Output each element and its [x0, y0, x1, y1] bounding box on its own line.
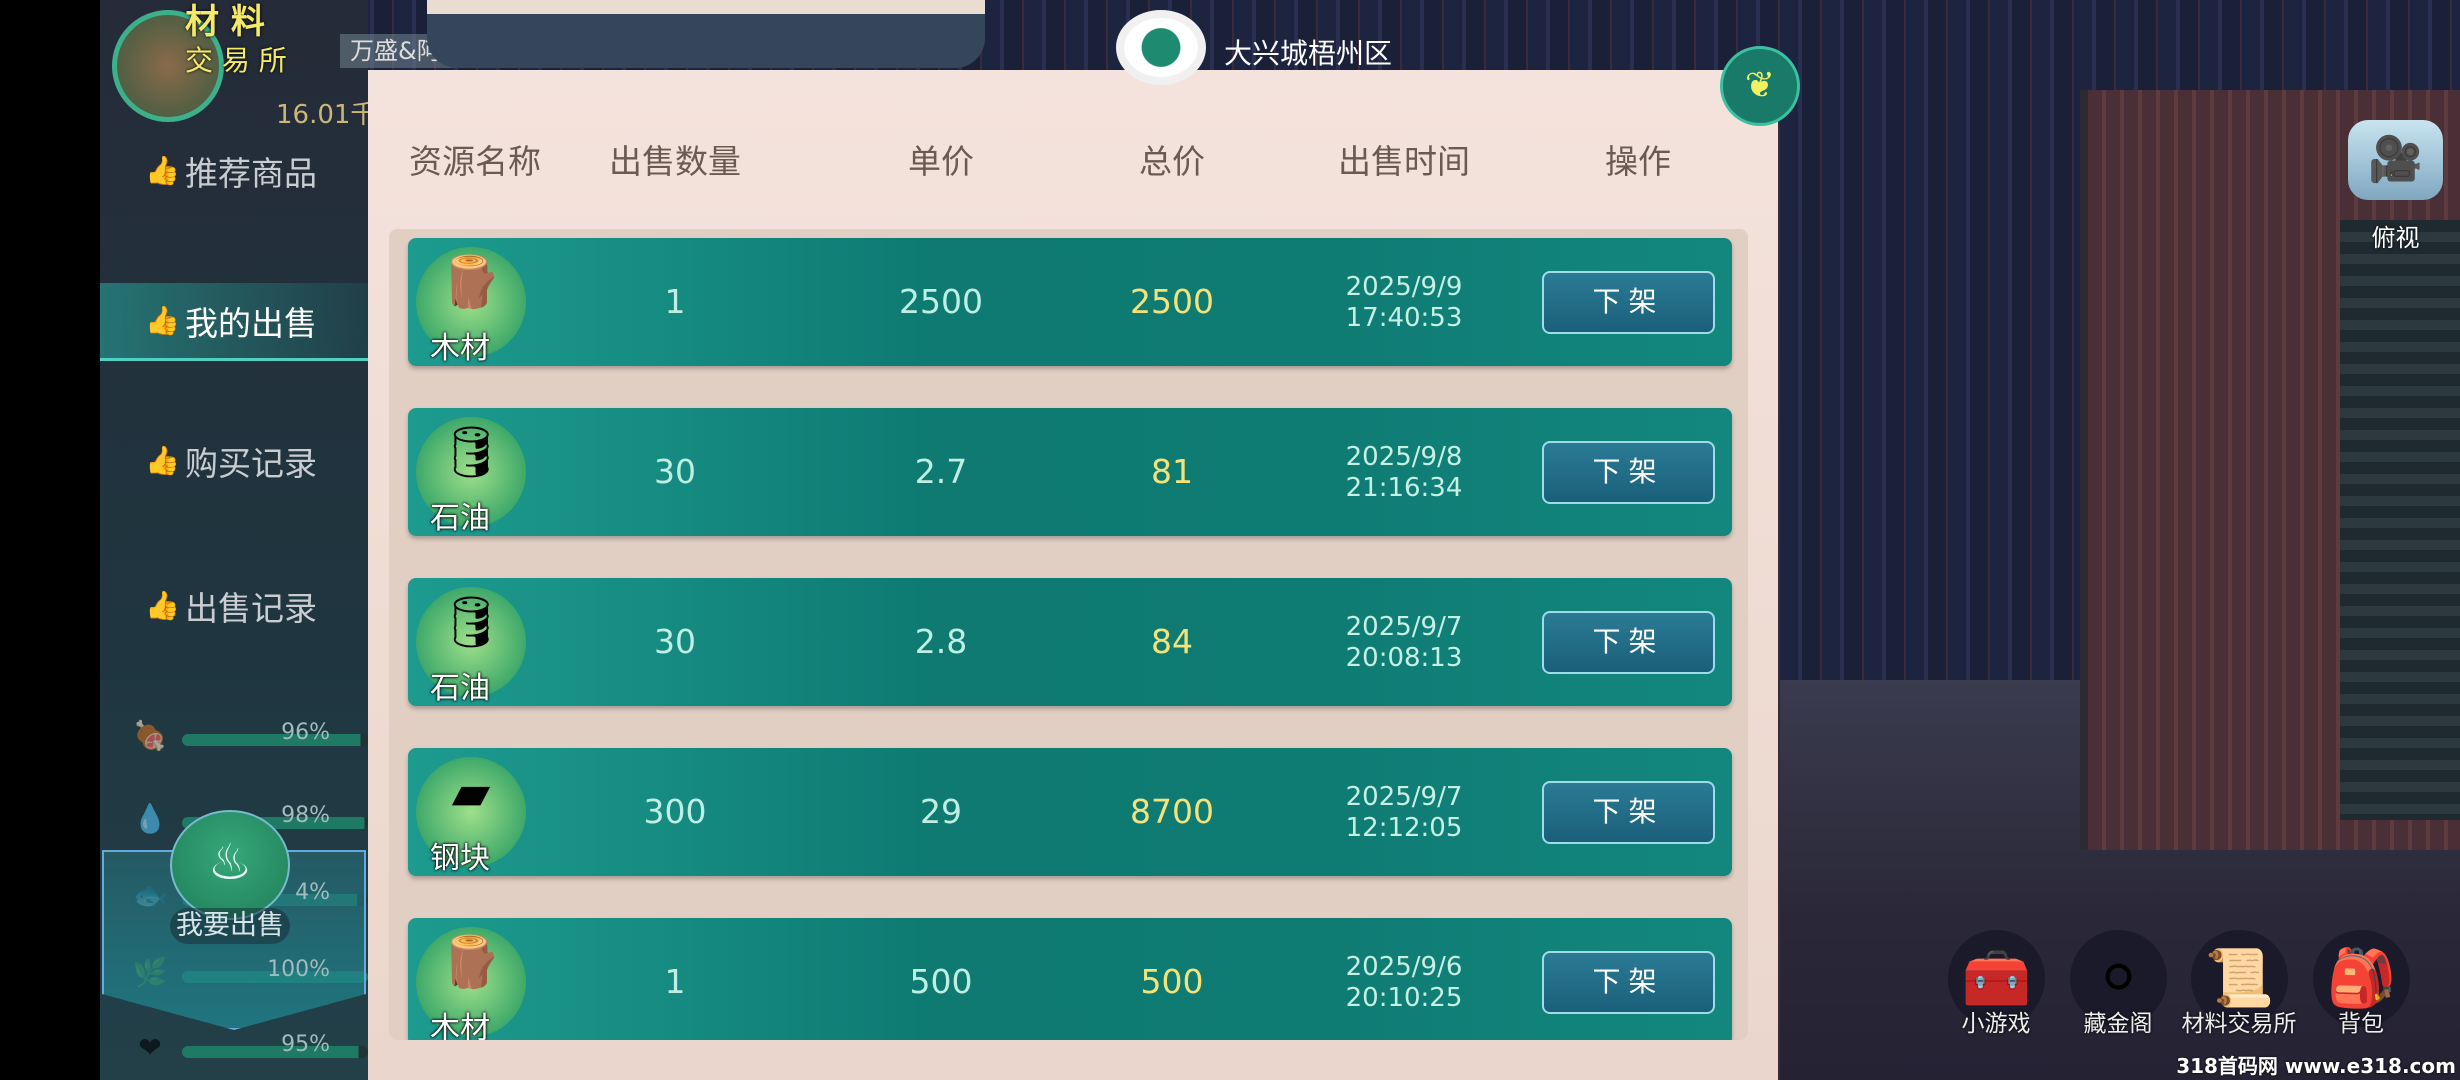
delist-button[interactable]: 下架 — [1542, 611, 1715, 674]
avatar[interactable] — [112, 10, 224, 122]
resource-name: 石油 — [430, 501, 490, 536]
col-action: 操作 — [1605, 142, 1671, 181]
wood-icon: 🪵 — [416, 247, 526, 357]
table-row: ▰ 钢块 300 29 8700 2025/9/7 12:12:05 下架 — [408, 748, 1732, 876]
total-price: 81 — [1151, 452, 1193, 491]
steel-ingot-icon: ▰ — [416, 757, 526, 867]
nav-my-sales[interactable]: 👍 我的出售 — [100, 283, 368, 361]
title-line2: 交 易 所 — [185, 44, 287, 77]
scroll-icon[interactable]: 📜 — [2191, 930, 2288, 1027]
quantity: 1 — [664, 962, 686, 1001]
top-banner — [427, 0, 985, 68]
currency-amount: 16.01千 — [276, 100, 377, 130]
thumbs-up-icon: 👍 — [145, 303, 180, 337]
stat-hunger: 🍖 96% — [130, 716, 368, 756]
col-resource-name: 资源名称 — [409, 142, 541, 181]
nav-purchase-history[interactable]: 👍 购买记录 — [145, 444, 317, 483]
sell-gourd-icon[interactable]: ♨ — [170, 810, 290, 920]
overview-label: 俯视 — [2371, 224, 2420, 252]
sale-time: 2025/9/8 21:16:34 — [1345, 442, 1463, 503]
bottom-menu-label[interactable]: 小游戏 — [1961, 1011, 2031, 1037]
sale-time: 2025/9/7 12:12:05 — [1345, 782, 1463, 843]
resource-name: 钢块 — [430, 841, 490, 876]
table-row: 🪵 木材 1 500 500 2025/9/6 20:10:25 下架 — [408, 918, 1732, 1040]
oil-barrel-icon: 🛢 — [416, 587, 526, 697]
table-row: 🛢 石油 30 2.7 81 2025/9/8 21:16:34 下架 — [408, 408, 1732, 536]
resource-name: 木材 — [430, 331, 490, 366]
bottom-menu-label[interactable]: 藏金阁 — [2083, 1011, 2153, 1037]
location-name: 大兴城梧州区 — [1224, 37, 1393, 70]
camera-icon[interactable]: 🎥 — [2348, 120, 2443, 200]
quantity: 1 — [664, 282, 686, 321]
leaf-toggle-button[interactable]: ❦ — [1720, 46, 1800, 126]
nav-recommended[interactable]: 👍 推荐商品 — [145, 154, 317, 193]
backpack-icon[interactable]: 🎒 — [2313, 930, 2410, 1027]
stat-health: ❤ 95% — [130, 1028, 368, 1068]
sales-table: 🪵 木材 1 2500 2500 2025/9/9 17:40:53 下架 🛢 石油… — [389, 229, 1748, 1040]
total-price: 2500 — [1130, 282, 1214, 321]
thumbs-up-icon: 👍 — [145, 154, 180, 187]
total-price: 8700 — [1130, 792, 1214, 831]
title-line1: 材 料 — [185, 2, 265, 42]
col-unit-price: 单价 — [908, 142, 974, 181]
location-marker-icon — [1116, 10, 1206, 85]
watermark: 318首码网 www.e318.com — [2176, 1054, 2456, 1078]
oil-barrel-icon: 🛢 — [416, 417, 526, 527]
total-price: 500 — [1140, 962, 1204, 1001]
sell-button-label[interactable]: 我要出售 — [170, 908, 290, 944]
sale-time: 2025/9/7 20:08:13 — [1345, 612, 1463, 673]
quantity: 30 — [654, 622, 696, 661]
total-price: 84 — [1151, 622, 1193, 661]
sale-time: 2025/9/9 17:40:53 — [1345, 272, 1463, 333]
delist-button[interactable]: 下架 — [1542, 781, 1715, 844]
quantity: 30 — [654, 452, 696, 491]
unit-price: 2500 — [899, 282, 983, 321]
thumbs-up-icon: 👍 — [145, 589, 180, 622]
pearl-icon[interactable]: ⚪ — [2070, 930, 2167, 1027]
wood-icon: 🪵 — [416, 927, 526, 1037]
resource-name: 石油 — [430, 671, 490, 706]
table-row: 🪵 木材 1 2500 2500 2025/9/9 17:40:53 下架 — [408, 238, 1732, 366]
thumbs-up-icon: 👍 — [145, 444, 180, 477]
quantity: 300 — [643, 792, 707, 831]
meat-icon: 🍖 — [132, 719, 168, 752]
sale-time: 2025/9/6 20:10:25 — [1345, 952, 1463, 1013]
heart-icon: ❤ — [138, 1031, 162, 1064]
table-row: 🛢 石油 30 2.8 84 2025/9/7 20:08:13 下架 — [408, 578, 1732, 706]
delist-button[interactable]: 下架 — [1542, 271, 1715, 334]
bottom-menu-label[interactable]: 背包 — [2338, 1011, 2384, 1037]
resource-name: 木材 — [430, 1011, 490, 1041]
water-icon: 💧 — [132, 802, 168, 835]
unit-price: 2.7 — [914, 452, 968, 491]
nav-sales-history[interactable]: 👍 出售记录 — [145, 589, 317, 628]
unit-price: 500 — [909, 962, 973, 1001]
delist-button[interactable]: 下架 — [1542, 951, 1715, 1014]
bottom-menu-label[interactable]: 材料交易所 — [2181, 1011, 2297, 1037]
unit-price: 29 — [920, 792, 962, 831]
treasure-chest-icon[interactable]: 🧰 — [1948, 930, 2045, 1027]
col-total-price: 总价 — [1139, 142, 1205, 181]
col-sale-time: 出售时间 — [1338, 142, 1470, 181]
delist-button[interactable]: 下架 — [1542, 441, 1715, 504]
col-quantity: 出售数量 — [609, 142, 741, 181]
unit-price: 2.8 — [914, 622, 968, 661]
